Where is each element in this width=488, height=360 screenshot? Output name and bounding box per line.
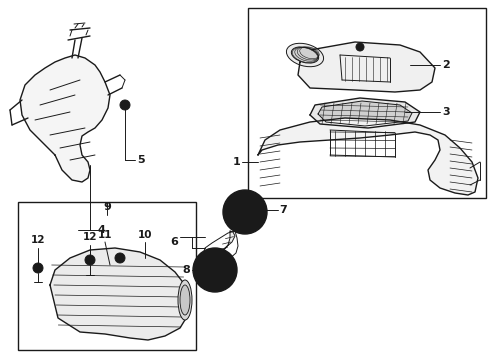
Text: 4: 4 [97,225,104,235]
Text: 1: 1 [232,157,240,167]
Circle shape [223,190,266,234]
Text: 3: 3 [441,107,448,117]
Text: 7: 7 [279,205,286,215]
Circle shape [33,263,43,273]
Polygon shape [20,55,110,182]
Circle shape [193,248,237,292]
Text: 12: 12 [31,235,45,245]
Bar [247,8,485,198]
Circle shape [85,255,95,265]
Text: 6: 6 [170,237,178,247]
Text: 12: 12 [82,232,97,242]
Polygon shape [207,231,235,262]
Bar [18,202,196,350]
Ellipse shape [178,280,192,320]
Circle shape [120,100,130,110]
Polygon shape [50,248,190,340]
Circle shape [115,253,125,263]
Text: 9: 9 [103,202,111,212]
Polygon shape [258,118,477,195]
Polygon shape [309,98,419,128]
Polygon shape [297,42,434,92]
Polygon shape [317,101,411,126]
Text: 8: 8 [182,265,190,275]
Ellipse shape [291,47,318,63]
Ellipse shape [180,285,190,315]
Text: 10: 10 [138,230,152,240]
Text: 2: 2 [441,60,449,70]
Text: 5: 5 [137,155,144,165]
Ellipse shape [286,43,323,67]
Text: 11: 11 [98,230,112,240]
Circle shape [355,43,363,51]
